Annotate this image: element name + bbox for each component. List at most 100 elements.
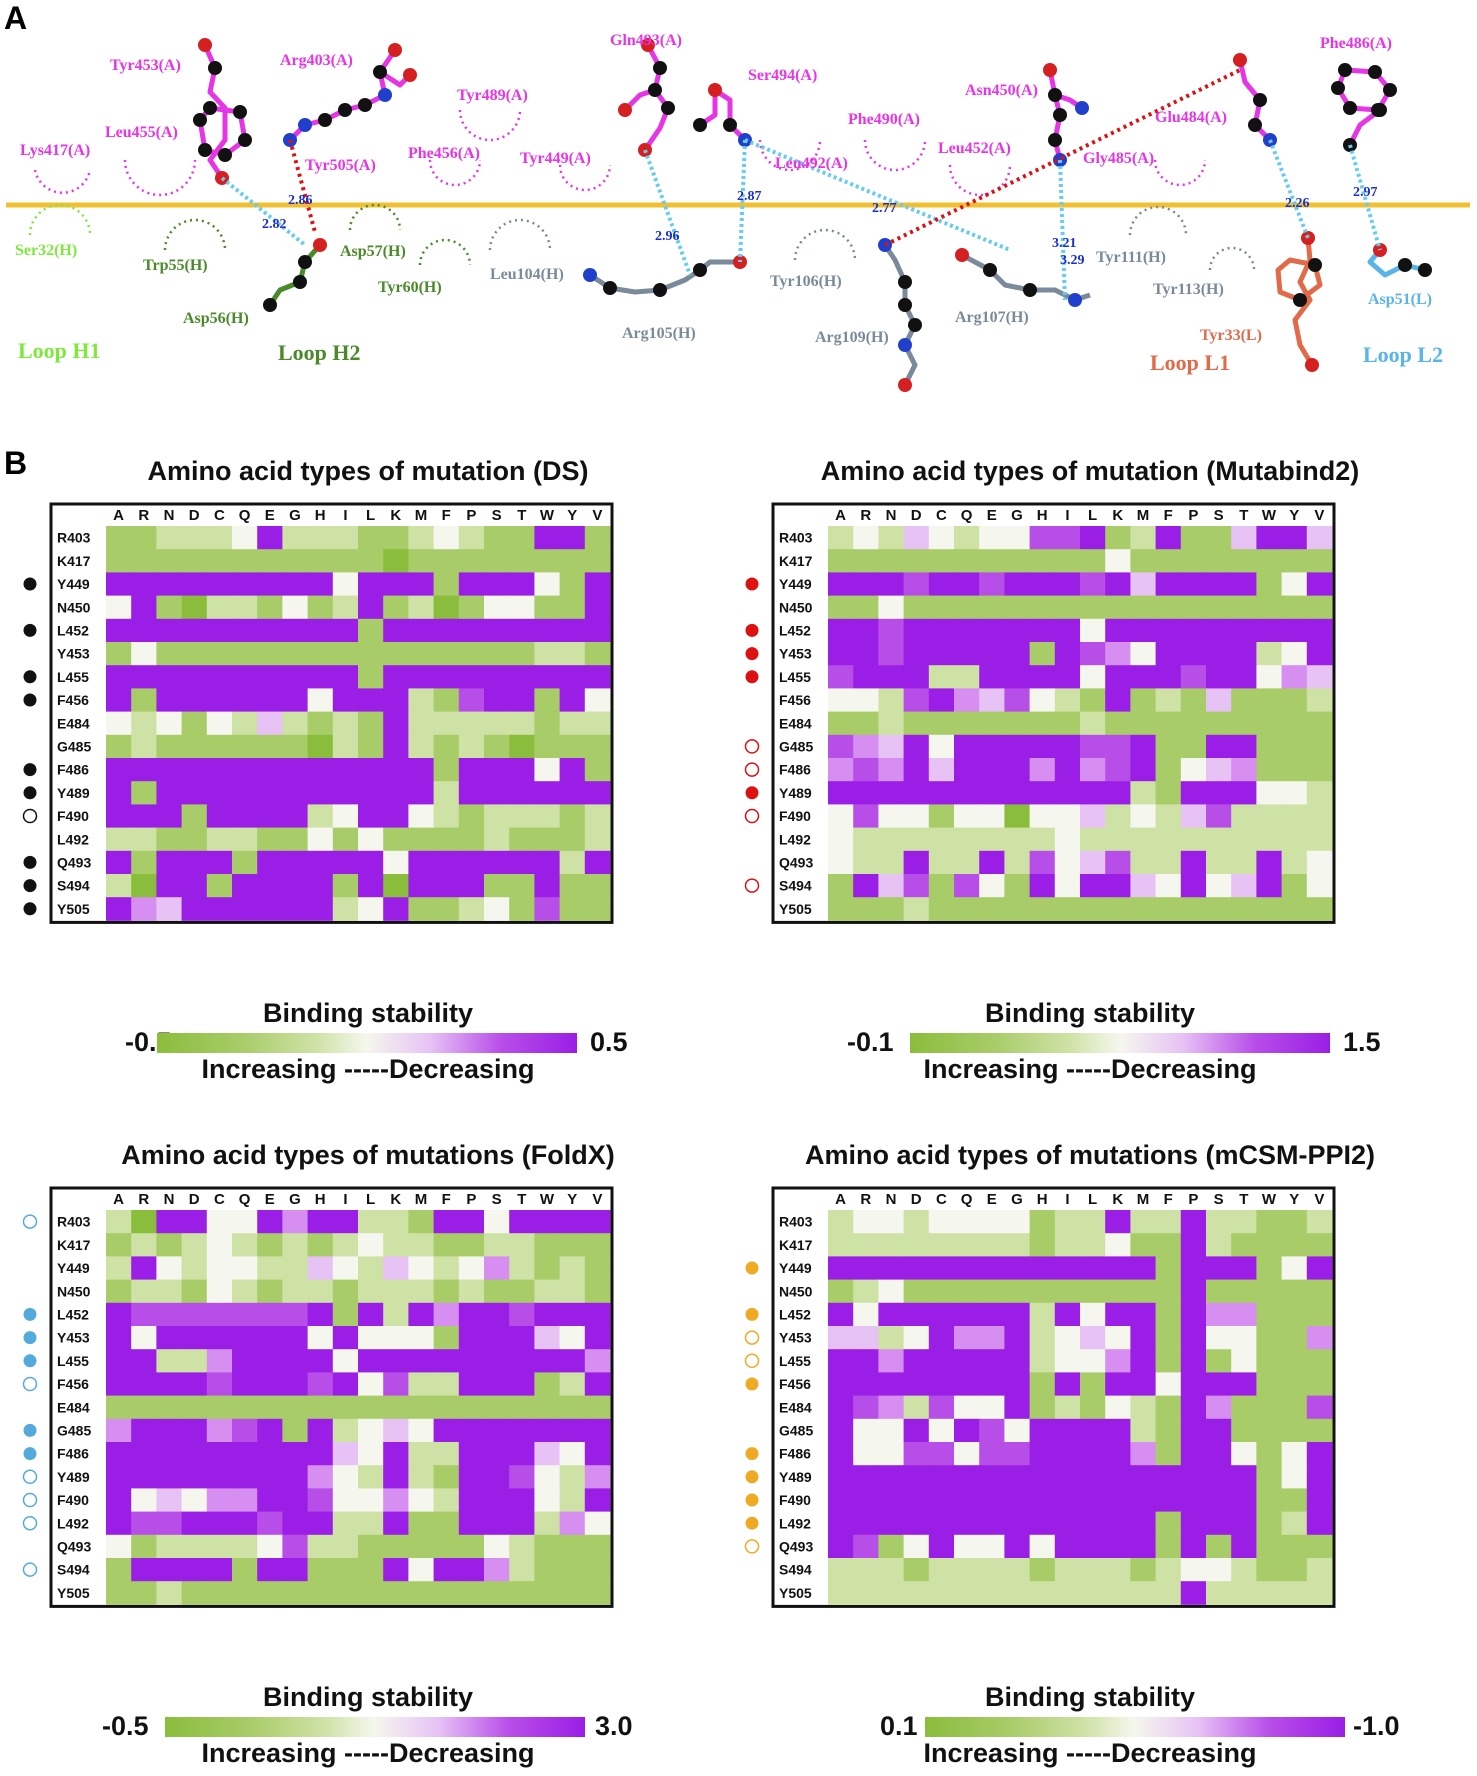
loop-label: Loop H1 bbox=[18, 338, 101, 363]
heatmap-cell bbox=[534, 642, 560, 666]
heatmap-cell bbox=[484, 618, 510, 643]
heatmap-cell bbox=[954, 1279, 980, 1304]
heatmap-cell bbox=[1054, 1488, 1081, 1512]
heatmap-cell bbox=[206, 1349, 233, 1373]
heatmap-cell bbox=[282, 1581, 308, 1605]
heatmap-cell bbox=[878, 1326, 904, 1350]
heatmap-cell bbox=[979, 665, 1005, 689]
heatmap-cell bbox=[106, 1558, 132, 1582]
heatmap-cell bbox=[853, 665, 879, 689]
heatmap-cell bbox=[106, 1210, 132, 1234]
heatmap-cell bbox=[853, 549, 879, 573]
heatmap-cell bbox=[903, 1511, 930, 1536]
heatmap-cell bbox=[206, 1534, 233, 1559]
heatmap-cell bbox=[484, 874, 510, 898]
heatmap-cell bbox=[257, 711, 283, 736]
heatmap-cell bbox=[1206, 595, 1232, 620]
heatmap-cell bbox=[232, 572, 258, 596]
residue-label: Asp56(H) bbox=[183, 310, 249, 327]
heatmap-cell bbox=[828, 572, 854, 596]
heatmap-cell bbox=[1080, 549, 1106, 573]
heatmap-cell bbox=[131, 549, 157, 573]
heatmap-cell bbox=[1281, 1210, 1308, 1234]
heatmap-cell bbox=[106, 1326, 132, 1350]
heatmap-cell bbox=[1155, 1395, 1182, 1420]
heatmap-cell bbox=[559, 711, 586, 736]
heatmap-cell bbox=[559, 526, 586, 550]
heatmap-cell bbox=[559, 874, 586, 898]
row-label: F456 bbox=[779, 692, 811, 708]
heatmap-cell bbox=[1130, 1581, 1156, 1605]
heatmap-cell bbox=[1231, 688, 1257, 712]
heatmap-cell bbox=[408, 1233, 434, 1257]
heatmap-cell bbox=[408, 1581, 434, 1605]
heatmap-cell bbox=[106, 897, 132, 921]
row-label: N450 bbox=[57, 599, 91, 615]
heatmap-cell bbox=[181, 874, 208, 898]
heatmap-cell bbox=[1306, 850, 1333, 875]
column-label: M bbox=[415, 1191, 428, 1208]
significance-marker bbox=[23, 623, 37, 637]
heatmap-cell bbox=[282, 711, 308, 736]
heatmap-cell bbox=[1206, 665, 1232, 689]
heatmap-cell bbox=[928, 1210, 955, 1234]
heatmap-cell bbox=[903, 1210, 930, 1234]
column-label: V bbox=[1314, 507, 1324, 524]
heatmap-cell bbox=[131, 850, 157, 875]
heatmap-cell bbox=[383, 618, 409, 643]
significance-marker bbox=[23, 1331, 37, 1345]
heatmap-cell bbox=[509, 1349, 535, 1373]
heatmap-cell bbox=[828, 804, 854, 828]
heatmap-mutabind2: Amino acid types of mutation (Mutabind2)… bbox=[740, 456, 1440, 946]
heatmap-cell bbox=[484, 1372, 510, 1396]
heatmap-cell bbox=[1206, 1488, 1232, 1512]
heatmap-cell bbox=[332, 874, 359, 898]
heatmap-cell bbox=[559, 1465, 586, 1489]
heatmap-cell bbox=[383, 1372, 409, 1396]
heatmap-cell bbox=[307, 1442, 334, 1466]
heatmap-cell bbox=[1281, 734, 1308, 759]
heatmap-cell bbox=[156, 1488, 182, 1512]
heatmap-cell bbox=[828, 1256, 854, 1280]
heatmap-cell bbox=[534, 688, 560, 712]
heatmap-cell bbox=[433, 572, 460, 596]
heatmap-cell bbox=[559, 1256, 586, 1280]
heatmap-cell bbox=[206, 572, 233, 596]
row-label: S494 bbox=[57, 878, 90, 894]
heatmap-cell bbox=[584, 1395, 611, 1420]
heatmap-cell bbox=[383, 1418, 409, 1443]
heatmap-cell bbox=[954, 1442, 980, 1466]
significance-marker bbox=[745, 670, 759, 684]
heatmap-cell bbox=[1281, 758, 1308, 782]
heatmap-cell bbox=[484, 1279, 510, 1304]
heatmap-cell bbox=[828, 688, 854, 712]
heatmap-cell bbox=[509, 618, 535, 643]
heatmap-cell bbox=[156, 711, 182, 736]
column-label: L bbox=[366, 1191, 375, 1208]
colorbar-max: -1.0 bbox=[1353, 1711, 1400, 1741]
heatmap-cell bbox=[559, 1302, 586, 1327]
heatmap-cell bbox=[433, 711, 460, 736]
heatmap-cell bbox=[559, 1511, 586, 1536]
heatmap-cell bbox=[181, 734, 208, 759]
heatmap-cell bbox=[928, 618, 955, 643]
heatmap-cell bbox=[1231, 549, 1257, 573]
heatmap-cell bbox=[307, 827, 334, 852]
heatmap-cell bbox=[1155, 827, 1182, 852]
heatmap-cell bbox=[358, 1372, 384, 1396]
heatmap-cell bbox=[1180, 1511, 1207, 1536]
heatmap-cell bbox=[1054, 1442, 1081, 1466]
distance-label: 2.87 bbox=[737, 189, 762, 204]
heatmap-cell bbox=[458, 1302, 485, 1327]
heatmap-cell bbox=[307, 1418, 334, 1443]
heatmap-cell bbox=[1054, 1256, 1081, 1280]
heatmap-cell bbox=[332, 572, 359, 596]
heatmap-cell bbox=[433, 781, 460, 805]
heatmap-cell bbox=[828, 1349, 854, 1373]
heatmap-cell bbox=[1306, 1210, 1333, 1234]
heatmap-cell bbox=[954, 1534, 980, 1559]
heatmap-cell bbox=[1105, 595, 1131, 620]
heatmap-cell bbox=[257, 1279, 283, 1304]
heatmap-cell bbox=[1029, 1349, 1056, 1373]
significance-marker bbox=[744, 1330, 760, 1345]
